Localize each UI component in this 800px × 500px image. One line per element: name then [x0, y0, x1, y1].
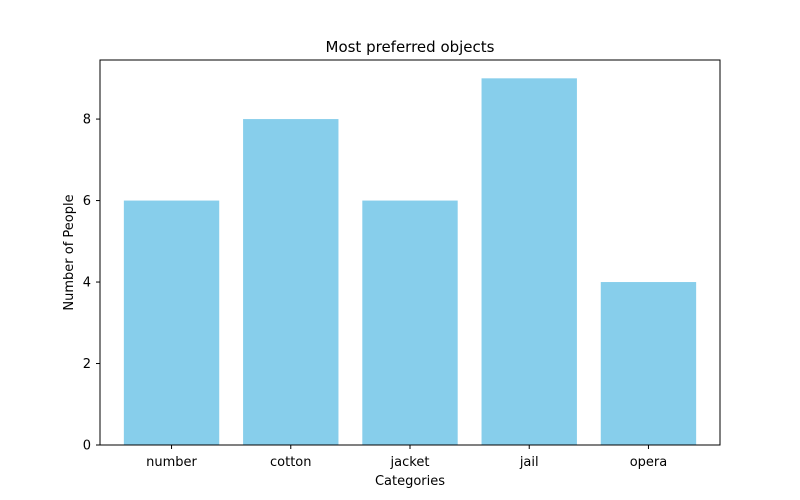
y-tick-label: 2 — [83, 357, 91, 372]
plot-frame — [99, 59, 721, 446]
y-tick-label: 4 — [83, 276, 91, 291]
bar-number — [123, 200, 220, 445]
x-tick-label: jail — [519, 455, 539, 470]
y-axis-label: Number of People — [62, 194, 77, 310]
x-tick-label: opera — [630, 455, 668, 470]
bar-cotton — [243, 119, 339, 445]
y-tick-label: 8 — [83, 113, 91, 128]
bar-jacket — [362, 200, 458, 445]
y-axis-ticks: 0 2 4 6 8 — [83, 113, 100, 454]
x-axis-label: Categories — [375, 474, 445, 489]
y-tick-label: 6 — [83, 194, 91, 209]
chart-title: Most preferred objects — [326, 38, 495, 56]
bars-layer — [123, 78, 697, 445]
y-tick-label: 0 — [83, 439, 91, 454]
x-tick-label: jacket — [390, 455, 430, 470]
bar-jail — [481, 78, 577, 445]
x-tick-label: number — [146, 455, 197, 470]
bar-opera — [600, 282, 697, 445]
x-axis-ticks: number cotton jacket jail opera — [146, 445, 667, 470]
x-tick-label: cotton — [270, 455, 312, 470]
